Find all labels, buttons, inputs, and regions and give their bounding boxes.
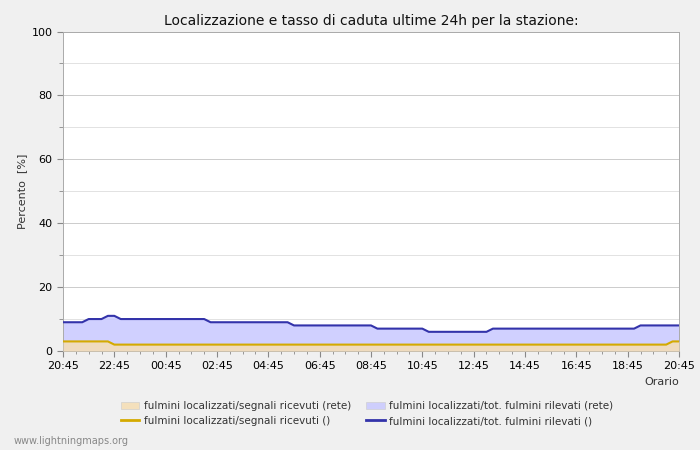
Text: Orario: Orario (644, 377, 679, 387)
Title: Localizzazione e tasso di caduta ultime 24h per la stazione:: Localizzazione e tasso di caduta ultime … (164, 14, 578, 27)
Legend: fulmini localizzati/segnali ricevuti (rete), fulmini localizzati/segnali ricevut: fulmini localizzati/segnali ricevuti (re… (118, 398, 617, 429)
Y-axis label: Percento  [%]: Percento [%] (18, 153, 27, 229)
Text: www.lightningmaps.org: www.lightningmaps.org (14, 436, 129, 446)
